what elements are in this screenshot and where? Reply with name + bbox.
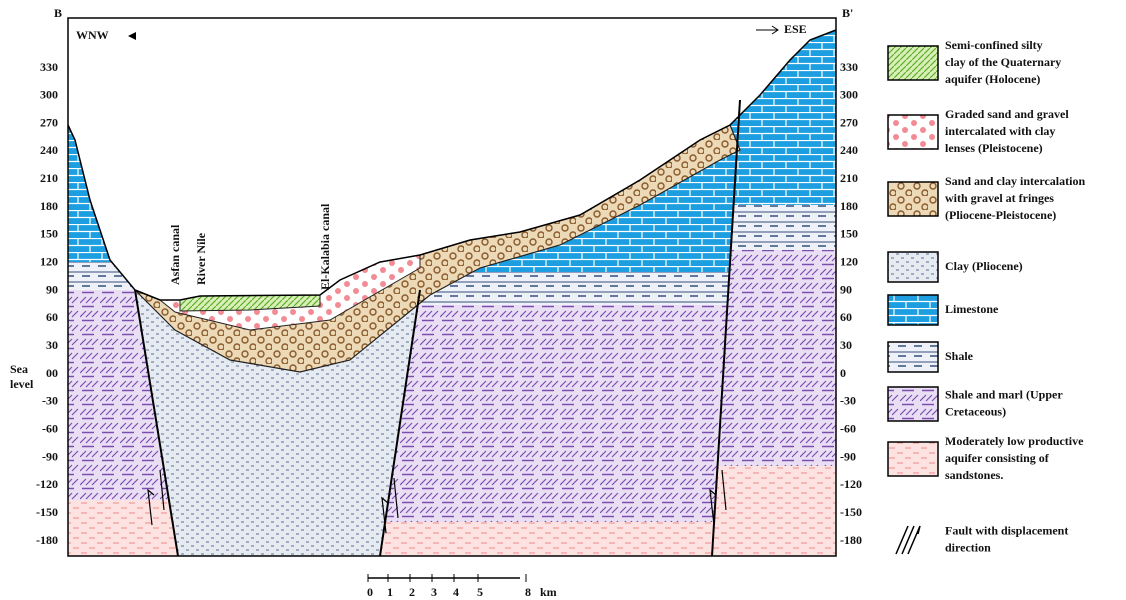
feature-label: Asfan canal [168, 224, 182, 285]
scale-label: 2 [409, 585, 415, 599]
legend-swatch [888, 295, 938, 325]
legend-text: Clay (Pliocene) [945, 259, 1023, 273]
legend-text: aquifer (Holocene) [945, 72, 1040, 86]
legend-text: Shale and marl (Upper [945, 387, 1063, 401]
left-axis-label: -30 [42, 394, 58, 408]
right-axis-label: 150 [840, 227, 858, 241]
legend-swatch [888, 252, 938, 282]
left-axis-label: -90 [42, 449, 58, 463]
right-axis-label: 90 [840, 282, 852, 296]
legend-swatch [888, 387, 938, 421]
direction-arrow [756, 26, 778, 34]
sea-level-label: Sea [10, 362, 28, 376]
direction: ESE [784, 22, 807, 36]
right-axis-label: -90 [840, 449, 856, 463]
direction-arrow [128, 32, 136, 40]
feature-label: El-Kalabia canal [318, 203, 332, 290]
left-axis-label: 120 [40, 255, 58, 269]
legend-text: Graded sand and gravel [945, 107, 1069, 121]
legend-text: sandstones. [945, 468, 1003, 482]
legend-fault-icon [896, 526, 920, 554]
scale-label: 3 [431, 585, 437, 599]
right-axis-label: -30 [840, 394, 856, 408]
right-axis-label: 240 [840, 143, 858, 157]
left-axis-label: 240 [40, 143, 58, 157]
scale-label: 1 [387, 585, 393, 599]
legend-swatch [888, 115, 938, 149]
left-axis-label: 330 [40, 60, 58, 74]
legend-text: clay of the Quaternary [945, 55, 1061, 69]
right-axis-label: -120 [840, 477, 862, 491]
section-end: B' [842, 6, 853, 20]
left-axis-label: -60 [42, 421, 58, 435]
left-axis-label: 150 [40, 227, 58, 241]
right-axis-label: 210 [840, 171, 858, 185]
right-axis-label: 270 [840, 115, 858, 129]
feature-label: River Nile [194, 232, 208, 285]
legend-text: with gravel at fringes [945, 191, 1054, 205]
left-axis-label: -120 [36, 477, 58, 491]
left-axis-label: 60 [46, 310, 58, 324]
legend-swatch [888, 182, 938, 216]
right-axis-label: 330 [840, 60, 858, 74]
legend-text: lenses (Pleistocene) [945, 141, 1043, 155]
legend-text: Semi-confined silty [945, 38, 1043, 52]
right-axis-label: 300 [840, 88, 858, 102]
scale-label: 0 [367, 585, 373, 599]
right-axis-label: 180 [840, 199, 858, 213]
left-axis-label: 270 [40, 115, 58, 129]
legend-text: direction [945, 540, 991, 554]
legend-text: Fault with displacement [945, 523, 1068, 537]
right-axis-label: -150 [840, 505, 862, 519]
cross-section-figure: 33030027024021018015012090603000-30-60-9… [0, 0, 1126, 600]
right-axis-label: -60 [840, 421, 856, 435]
legend-text: Shale [945, 349, 974, 363]
left-axis-label: 300 [40, 88, 58, 102]
right-axis-label: 120 [840, 255, 858, 269]
left-axis-label: 90 [46, 282, 58, 296]
legend-text: Cretaceous) [945, 404, 1006, 418]
scale-label: 4 [453, 585, 459, 599]
right-axis-label: 0 [840, 366, 846, 380]
right-axis-label: -180 [840, 533, 862, 547]
legend-text: Limestone [945, 302, 999, 316]
left-axis-label: 00 [46, 366, 58, 380]
right-axis-label: 60 [840, 310, 852, 324]
sea-level-label: level [10, 377, 34, 391]
legend-swatch [888, 342, 938, 372]
legend-swatch [888, 46, 938, 80]
legend-text: intercalated with clay [945, 124, 1055, 138]
scale-unit: km [540, 585, 557, 599]
left-axis-label: 30 [46, 338, 58, 352]
legend-text: Moderately low productive [945, 434, 1084, 448]
legend-text: Sand and clay intercalation [945, 174, 1085, 188]
scale-label: 5 [477, 585, 483, 599]
left-axis-label: 210 [40, 171, 58, 185]
legend-swatch [888, 442, 938, 476]
legend-text: aquifer consisting of [945, 451, 1050, 465]
section-end: B [54, 6, 62, 20]
right-axis-label: 30 [840, 338, 852, 352]
left-axis-label: -150 [36, 505, 58, 519]
legend-text: (Pliocene-Pleistocene) [945, 208, 1056, 222]
left-axis-label: 180 [40, 199, 58, 213]
scale-label: 8 [525, 585, 531, 599]
left-axis-label: -180 [36, 533, 58, 547]
direction: WNW [76, 28, 109, 42]
